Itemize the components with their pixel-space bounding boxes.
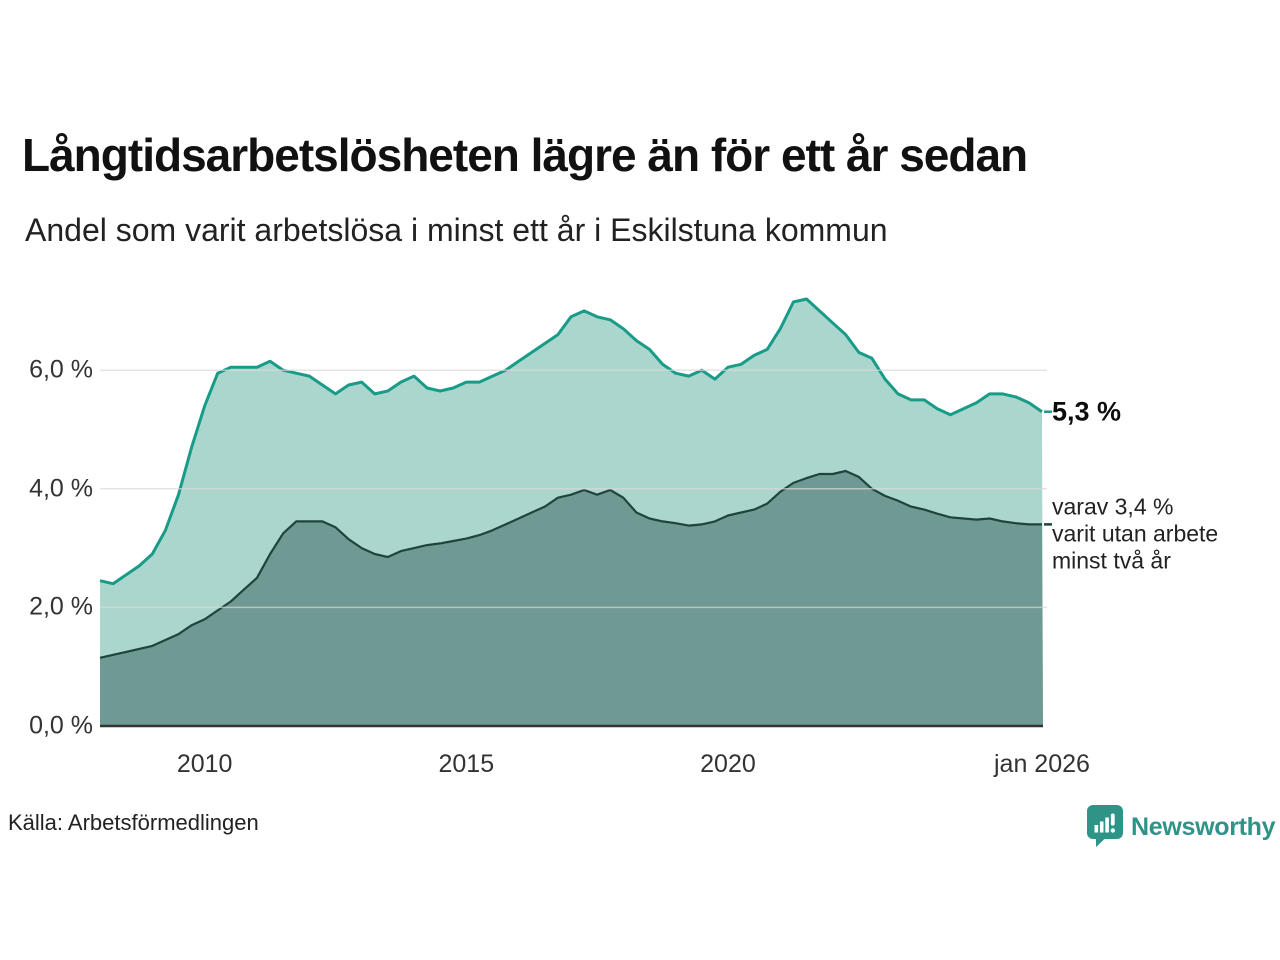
x-axis-label: 2020 (700, 750, 756, 778)
x-axis-label: 2015 (438, 750, 495, 778)
series-annotation: varav 3,4 % varit utan arbete minst två … (1052, 494, 1218, 575)
x-axis-label: 2010 (176, 750, 233, 778)
y-axis-label: 6,0 % (29, 355, 93, 384)
y-axis-label: 0,0 % (29, 711, 93, 740)
y-axis-label: 2,0 % (29, 592, 93, 621)
y-axis-label: 4,0 % (29, 474, 93, 503)
brand-name: Newsworthy (1131, 812, 1276, 841)
series-end-value-label: 5,3 % (1052, 396, 1122, 427)
annotation-line: varit utan arbete (1052, 520, 1219, 547)
chart-subtitle: Andel som varit arbetslösa i minst ett å… (25, 212, 888, 248)
annotation-line: minst två år (1052, 547, 1171, 574)
source-attribution: Källa: Arbetsförmedlingen (8, 810, 259, 835)
newsworthy-icon (1087, 805, 1123, 847)
x-axis-label: jan 2026 (993, 750, 1090, 778)
annotation-line: varav 3,4 % (1052, 493, 1174, 520)
brand-logo: Newsworthy (1086, 804, 1276, 848)
page-title: Långtidsarbetslösheten lägre än för ett … (22, 129, 1028, 181)
